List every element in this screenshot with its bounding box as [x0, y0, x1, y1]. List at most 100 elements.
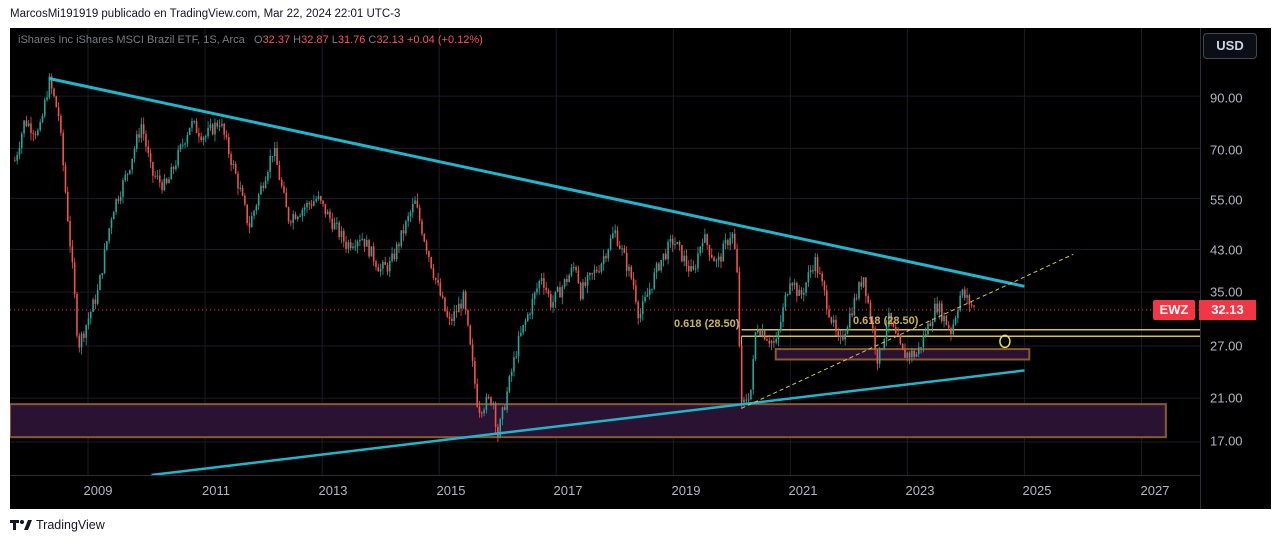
- candle-body: [522, 324, 524, 333]
- candle-body: [444, 297, 446, 312]
- candle-body: [839, 335, 842, 337]
- candle-body: [135, 134, 138, 149]
- candle-body: [248, 223, 251, 228]
- candle-body: [276, 148, 278, 166]
- candle-body: [605, 256, 607, 259]
- candle-body: [177, 149, 179, 166]
- candle-body: [660, 260, 662, 271]
- candle-body: [163, 178, 166, 191]
- candle-body: [405, 221, 407, 234]
- candle-body: [869, 302, 872, 321]
- candle-body: [825, 290, 828, 310]
- candle-body: [848, 313, 851, 328]
- candle-body: [384, 262, 386, 265]
- candle-body: [131, 158, 133, 170]
- symbol-legend: iShares Inc iShares MSCI Brazil ETF, 1S,…: [18, 34, 483, 46]
- time-axis[interactable]: [10, 475, 1200, 510]
- candle-body: [837, 331, 840, 337]
- candle-body: [727, 240, 729, 246]
- candle-body: [883, 338, 886, 349]
- candle-body: [687, 265, 690, 272]
- candle-body: [699, 246, 702, 254]
- candle-body: [193, 121, 196, 123]
- legend-high: 32.87: [301, 34, 329, 46]
- candle-body: [908, 352, 911, 358]
- candle-body: [609, 238, 612, 250]
- candle-body: [421, 220, 423, 235]
- candle-body: [133, 148, 136, 159]
- legend-open-label: O: [254, 34, 263, 46]
- candle-body: [372, 246, 375, 262]
- candle-body: [913, 350, 915, 357]
- candle-body: [471, 344, 474, 362]
- candle-body: [536, 288, 538, 293]
- chart-panel[interactable]: iShares Inc iShares MSCI Brazil ETF, 1S,…: [10, 28, 1271, 509]
- y-tick: 55.00: [1210, 192, 1243, 208]
- candle-body: [411, 203, 414, 213]
- candle-body: [639, 314, 642, 319]
- candle-body: [145, 134, 147, 147]
- legend-low: 31.76: [337, 34, 366, 46]
- candle-body: [963, 289, 966, 298]
- candle-body: [18, 147, 21, 155]
- candle-body: [73, 262, 76, 295]
- candle-body: [181, 144, 184, 146]
- candle-body: [165, 178, 168, 184]
- candle-body: [683, 255, 685, 262]
- candle-body: [770, 341, 773, 344]
- candle-body: [917, 347, 920, 354]
- candle-body: [448, 316, 451, 319]
- candle-body: [957, 310, 959, 318]
- candle-body: [48, 76, 51, 98]
- candle-body: [782, 307, 784, 322]
- candle-body: [874, 328, 876, 350]
- candle-body: [333, 222, 336, 230]
- candle-body: [262, 185, 265, 189]
- price-axis[interactable]: [1200, 28, 1272, 509]
- candle-body: [154, 175, 156, 177]
- candle-body: [345, 241, 347, 249]
- candle-body: [888, 312, 890, 327]
- candle-body: [207, 127, 209, 137]
- x-tick: 2011: [202, 483, 230, 498]
- candle-body: [152, 162, 154, 176]
- candle-body: [287, 207, 290, 222]
- plot-area[interactable]: iShares Inc iShares MSCI Brazil ETF, 1S,…: [10, 28, 1200, 475]
- candle-body: [819, 273, 821, 275]
- candle-body: [356, 241, 359, 247]
- candle-body: [480, 412, 483, 414]
- candle-body: [483, 409, 485, 414]
- candle-body: [635, 285, 637, 302]
- candle-body: [407, 216, 409, 222]
- candle-body: [361, 238, 363, 241]
- candle-body: [768, 340, 771, 344]
- candle-body: [57, 107, 60, 117]
- candle-body: [227, 137, 230, 155]
- candle-body: [218, 125, 221, 127]
- candle-body: [467, 309, 469, 326]
- candle-body: [108, 228, 110, 242]
- candle-body: [658, 263, 660, 271]
- candle-body: [338, 222, 340, 238]
- candle-body: [156, 175, 159, 177]
- candle-body: [715, 260, 718, 262]
- candle-body: [303, 207, 306, 210]
- candle-body: [43, 99, 46, 116]
- candle-body: [379, 268, 382, 272]
- candle-body: [23, 120, 25, 134]
- candle-body: [432, 268, 435, 278]
- candle-body: [99, 275, 101, 291]
- symbol-badge: EWZ: [1153, 300, 1195, 320]
- x-tick: 2015: [436, 483, 466, 498]
- y-tick: 17.00: [1210, 433, 1243, 449]
- candle-body: [503, 407, 506, 410]
- x-tick: 2013: [318, 483, 348, 498]
- candle-body: [602, 256, 605, 264]
- candle-body: [64, 165, 67, 192]
- currency-button[interactable]: USD: [1203, 33, 1257, 59]
- y-tick: 21.00: [1210, 390, 1243, 406]
- candle-body: [260, 185, 262, 195]
- candle-body: [388, 261, 391, 272]
- candle-body: [53, 88, 55, 97]
- candle-body: [796, 282, 798, 296]
